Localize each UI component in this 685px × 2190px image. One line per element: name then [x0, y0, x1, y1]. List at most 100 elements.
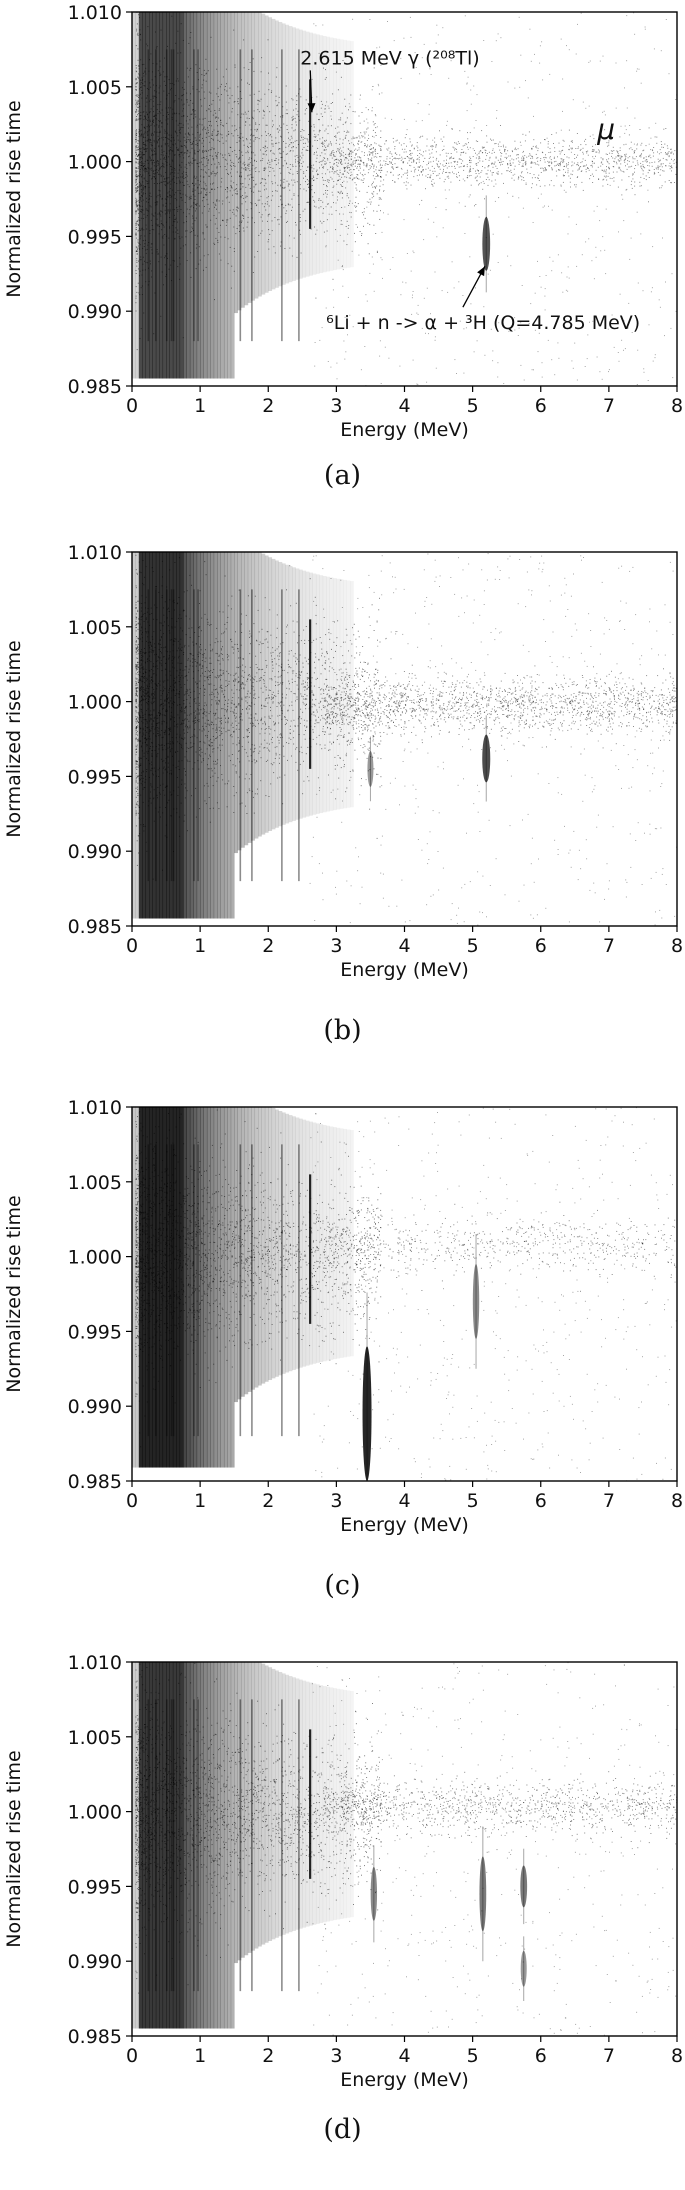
point [177, 266, 178, 267]
point [318, 134, 319, 135]
point [271, 92, 272, 93]
point [476, 177, 477, 178]
point [568, 266, 569, 267]
point [301, 157, 302, 158]
point [249, 179, 250, 180]
point [624, 154, 625, 155]
point [572, 171, 573, 172]
point [631, 142, 632, 143]
point [372, 164, 373, 165]
point [180, 248, 181, 249]
point [325, 141, 326, 142]
point [584, 141, 585, 142]
point [248, 69, 249, 70]
point [433, 222, 434, 223]
point [141, 697, 142, 698]
point [418, 180, 419, 181]
point [529, 131, 530, 132]
point [369, 146, 370, 147]
point [190, 142, 191, 143]
point [333, 307, 334, 308]
point [551, 163, 552, 164]
point [184, 137, 185, 138]
point [142, 157, 143, 158]
point [205, 753, 206, 754]
point [279, 168, 280, 169]
point [622, 199, 623, 200]
point [475, 171, 476, 172]
point [187, 176, 188, 177]
point [216, 218, 217, 219]
point [136, 174, 137, 175]
point [273, 171, 274, 172]
point [372, 152, 373, 153]
point [296, 225, 297, 226]
point [143, 111, 144, 112]
point [314, 366, 315, 367]
point [429, 154, 430, 155]
point [138, 213, 139, 214]
point [434, 142, 435, 143]
point [142, 152, 143, 153]
point [190, 742, 191, 743]
point [136, 30, 137, 31]
point [278, 206, 279, 207]
point [530, 163, 531, 164]
point [232, 195, 233, 196]
point [345, 187, 346, 188]
point [307, 140, 308, 141]
point [316, 719, 317, 720]
point [187, 102, 188, 103]
point [592, 156, 593, 157]
point [575, 186, 576, 187]
point [620, 163, 621, 164]
point [301, 152, 302, 153]
point [161, 211, 162, 212]
point [138, 200, 139, 201]
point [143, 692, 144, 693]
point [169, 79, 170, 80]
point [347, 181, 348, 182]
point [340, 192, 341, 193]
point [259, 101, 260, 102]
point [192, 143, 193, 144]
point [337, 170, 338, 171]
point [458, 281, 459, 282]
point [341, 159, 342, 160]
point [203, 233, 204, 234]
point [272, 126, 273, 127]
point [509, 171, 510, 172]
point [259, 212, 260, 213]
point [568, 168, 569, 169]
point [364, 143, 365, 144]
point [356, 190, 357, 191]
point [311, 189, 312, 190]
point [244, 67, 245, 68]
point [146, 201, 147, 202]
point [139, 228, 140, 229]
point [219, 108, 220, 109]
point [199, 162, 200, 163]
point [320, 206, 321, 207]
point [201, 87, 202, 88]
point [313, 23, 314, 24]
point [346, 177, 347, 178]
point [258, 100, 259, 101]
point [188, 139, 189, 140]
point [137, 178, 138, 179]
point [606, 169, 607, 170]
point [161, 154, 162, 155]
point [139, 194, 140, 195]
point [248, 111, 249, 112]
density-strip [289, 566, 293, 822]
point [607, 162, 608, 163]
point [315, 705, 316, 706]
point [168, 118, 169, 119]
point [151, 160, 152, 161]
point [562, 79, 563, 80]
point [161, 257, 162, 258]
point [163, 284, 164, 285]
point [345, 163, 346, 164]
point [152, 214, 153, 215]
point [295, 118, 296, 119]
